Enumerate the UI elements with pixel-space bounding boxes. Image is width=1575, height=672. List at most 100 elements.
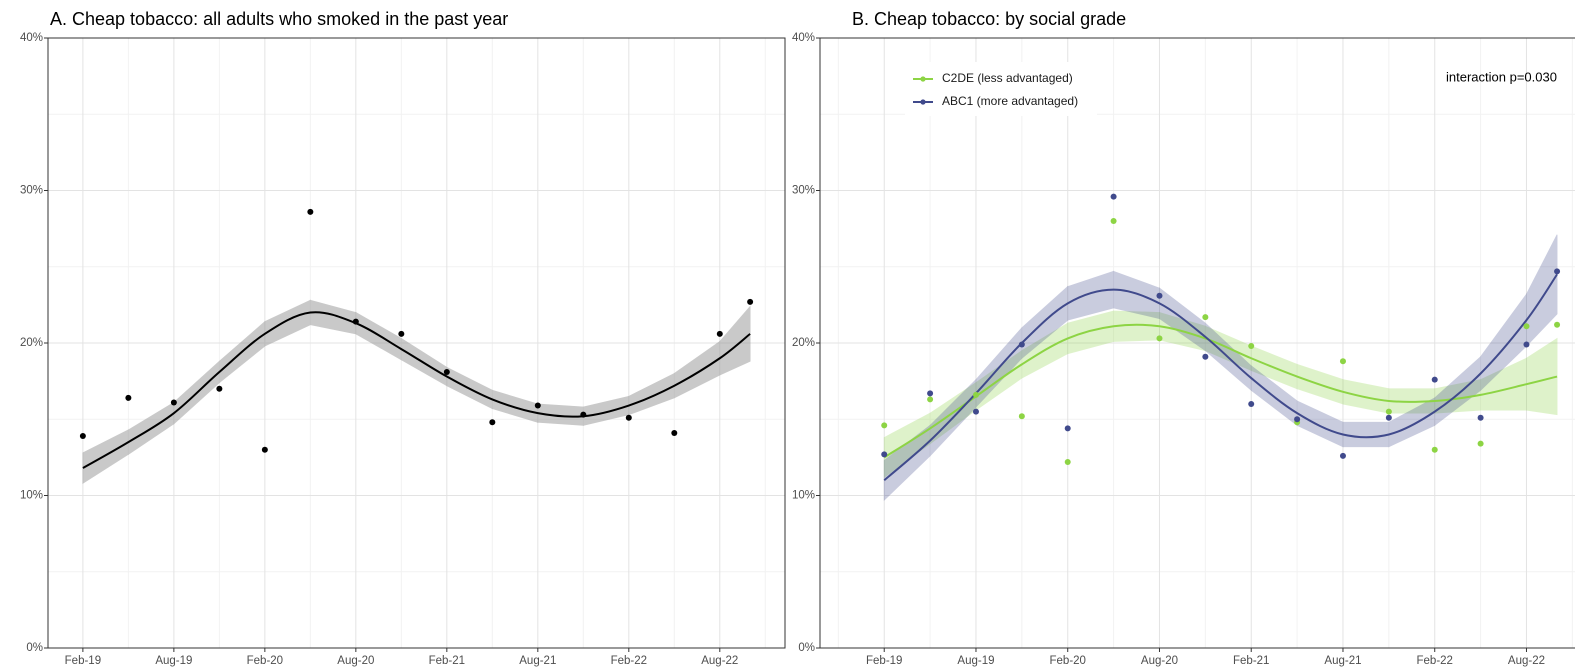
y-tick-label: 0% [798,642,815,654]
band-segment [1526,337,1558,416]
x-tick-label: Aug-20 [1141,655,1178,667]
data-point [398,330,405,337]
band-segment [1342,421,1390,448]
band-segment [1388,397,1436,448]
legend-label: ABC1 (more advantaged) [942,94,1078,108]
data-point [927,390,934,397]
data-point [1018,413,1025,420]
data-point [1064,425,1071,432]
data-point [1554,268,1561,275]
x-tick-label: Aug-21 [519,655,556,667]
data-point [1554,321,1561,328]
x-tick-label: Aug-22 [1508,655,1545,667]
data-point [1248,401,1255,407]
y-tick-label: 40% [20,32,43,44]
data-point [170,399,177,406]
x-tick-label: Feb-22 [611,655,647,667]
band-segment [1434,355,1482,427]
data-point [352,318,359,325]
data-point [1110,218,1117,224]
x-tick-label: Feb-22 [1417,655,1453,667]
plot-border [47,37,786,649]
data-point [534,402,541,409]
legend-box [905,62,1097,116]
x-tick-label: Feb-20 [1050,655,1086,667]
data-point [261,446,268,453]
data-point [1156,335,1163,342]
y-tick-label: 10% [792,490,815,502]
band-segment [1296,400,1344,448]
data-point [1523,323,1530,330]
data-point [881,451,888,458]
band-segment [719,305,751,376]
band-segment [1526,234,1558,348]
confidence-band [883,234,1558,502]
chart-title: A. Cheap tobacco: all adults who smoked … [50,9,508,29]
data-point [216,385,223,392]
band-segment [628,372,675,416]
x-tick-label: Aug-22 [701,655,738,667]
band-segment [309,299,357,335]
data-point [79,433,86,440]
band-segment [1480,357,1527,411]
fit-line [883,323,1558,459]
x-tick-label: Feb-21 [429,655,465,667]
x-tick-label: Feb-21 [1233,655,1269,667]
data-point [747,298,754,305]
data-point [1156,292,1163,299]
band-segment [883,424,931,502]
data-point [1202,314,1209,321]
fit-line [82,311,751,469]
data-point [580,411,587,418]
annotation: interaction p=0.030 [1446,69,1557,84]
y-tick-label: 20% [792,337,815,349]
data-point [443,368,450,375]
data-point [1431,376,1438,383]
y-tick-label: 0% [26,642,43,654]
x-tick-label: Feb-20 [247,655,283,667]
data-point [1385,408,1392,415]
chart-title: B. Cheap tobacco: by social grade [852,9,1126,29]
band-segment [1067,270,1115,321]
data-point [1064,458,1071,465]
x-tick-label: Aug-19 [957,655,994,667]
data-point [716,330,723,337]
data-point [1294,416,1301,423]
band-segment [264,299,311,347]
band-segment [883,412,931,478]
y-tick-label: 30% [20,185,43,197]
data-point [972,408,979,415]
band-segment [82,429,129,485]
data-point [307,208,314,215]
band-segment [491,389,539,423]
data-point [1339,358,1346,365]
data-point [671,429,678,436]
data-point [1202,353,1209,360]
fit-line [883,273,1558,482]
x-tick-label: Feb-19 [65,655,101,667]
legend-dot [920,76,926,82]
y-tick-label: 30% [792,185,815,197]
confidence-band [82,299,751,485]
x-tick-label: Aug-20 [337,655,374,667]
data-point [625,414,632,421]
data-point [125,394,132,401]
legend-dot [920,99,926,105]
data-point [1477,414,1484,421]
data-point [927,396,934,403]
plot-border [819,37,1575,649]
x-tick-label: Aug-21 [1324,655,1361,667]
band-segment [1113,270,1160,320]
data-point [1339,452,1346,459]
data-point [1477,440,1484,447]
band-segment [1067,310,1115,355]
y-tick-label: 40% [792,32,815,44]
x-tick-label: Feb-19 [866,655,902,667]
band-segment [673,340,721,399]
band-segment [582,395,630,426]
x-tick-label: Aug-19 [155,655,192,667]
data-point [489,419,496,426]
data-point [1523,341,1530,348]
data-point [1385,414,1392,421]
